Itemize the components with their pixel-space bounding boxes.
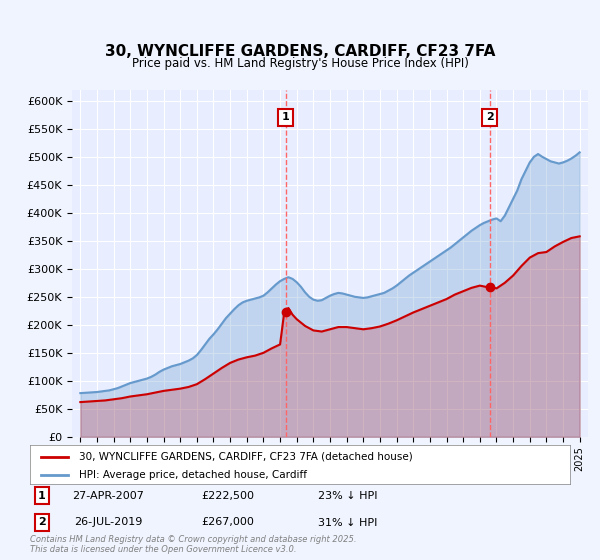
Text: 30, WYNCLIFFE GARDENS, CARDIFF, CF23 7FA (detached house): 30, WYNCLIFFE GARDENS, CARDIFF, CF23 7FA… — [79, 452, 412, 462]
Text: 2: 2 — [485, 113, 493, 123]
Text: 30, WYNCLIFFE GARDENS, CARDIFF, CF23 7FA: 30, WYNCLIFFE GARDENS, CARDIFF, CF23 7FA — [105, 44, 495, 59]
Text: £267,000: £267,000 — [202, 517, 254, 528]
Text: 27-APR-2007: 27-APR-2007 — [72, 491, 144, 501]
Text: 31% ↓ HPI: 31% ↓ HPI — [319, 517, 377, 528]
Text: 1: 1 — [38, 491, 46, 501]
Text: 2: 2 — [38, 517, 46, 528]
Text: 26-JUL-2019: 26-JUL-2019 — [74, 517, 142, 528]
Text: 1: 1 — [281, 113, 289, 123]
Text: Price paid vs. HM Land Registry's House Price Index (HPI): Price paid vs. HM Land Registry's House … — [131, 57, 469, 70]
Text: Contains HM Land Registry data © Crown copyright and database right 2025.
This d: Contains HM Land Registry data © Crown c… — [30, 535, 356, 554]
Text: HPI: Average price, detached house, Cardiff: HPI: Average price, detached house, Card… — [79, 470, 307, 479]
Text: 23% ↓ HPI: 23% ↓ HPI — [318, 491, 378, 501]
Text: £222,500: £222,500 — [202, 491, 254, 501]
